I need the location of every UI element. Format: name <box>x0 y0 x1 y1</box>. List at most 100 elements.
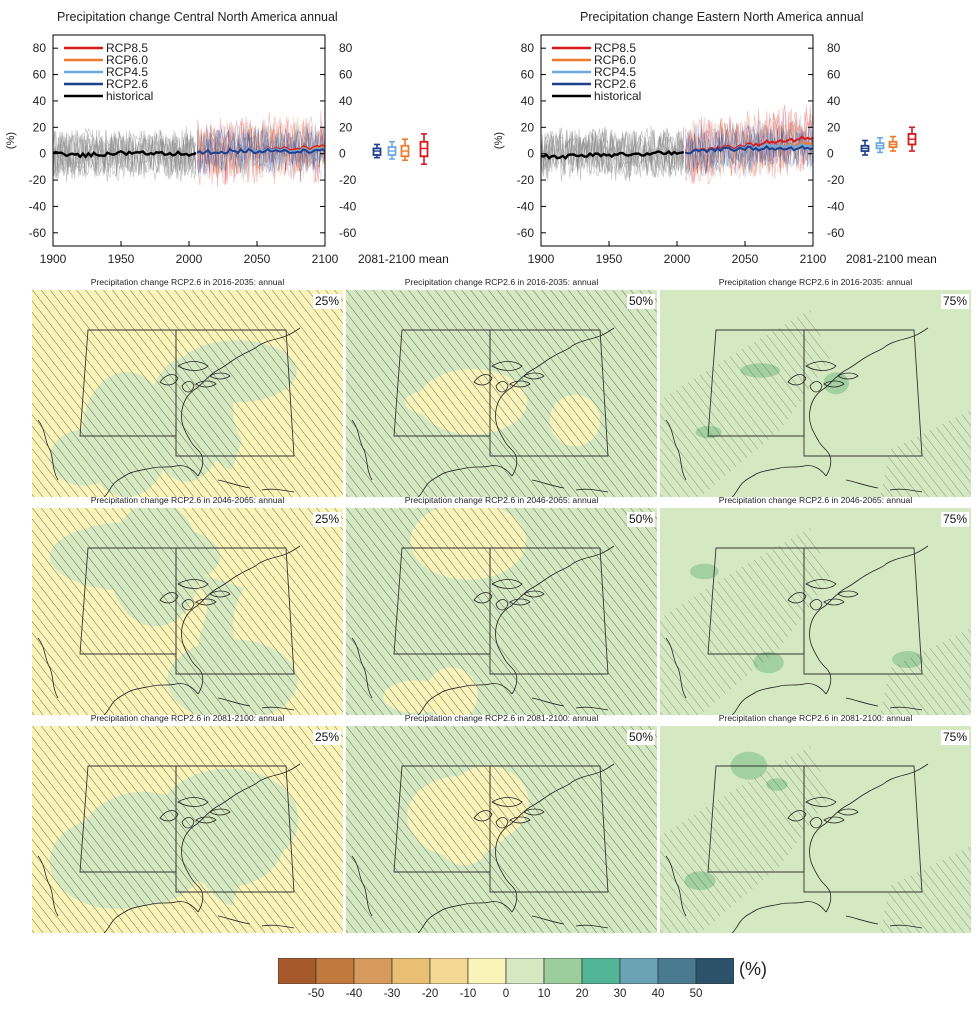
coastline <box>731 763 929 933</box>
legend-label: RCP2.6 <box>594 77 636 91</box>
y-tick-label-left: 0 <box>527 147 534 161</box>
lake-outline <box>509 380 531 388</box>
boxplot-rcp60 <box>400 138 410 162</box>
map-title: Precipitation change RCP2.6 in 2081-2100… <box>404 713 599 723</box>
x-tick-label: 1950 <box>108 252 135 266</box>
map-panel: 50% <box>346 290 657 497</box>
y-tick-label-left: -20 <box>517 173 535 187</box>
y-tick-label-right: 80 <box>339 41 353 55</box>
map-svg <box>660 726 971 933</box>
ts-title-central: Precipitation change Central North Ameri… <box>57 10 338 24</box>
map-svg <box>660 508 971 715</box>
map-svg <box>32 508 343 715</box>
percentile-label: 25% <box>312 294 341 309</box>
legend-label: RCP6.0 <box>594 53 636 67</box>
region-box-eastern <box>489 765 609 893</box>
y-tick-label-right: 80 <box>827 41 841 55</box>
map-hatch <box>346 726 657 933</box>
map-svg <box>346 290 657 497</box>
colorbar-swatch <box>467 958 507 984</box>
map-svg <box>660 290 971 497</box>
lake-outline <box>209 372 231 380</box>
region-box-eastern <box>489 329 609 457</box>
coastline <box>731 545 929 715</box>
colorbar-tick-label: 20 <box>575 988 589 1000</box>
map-patch <box>823 372 849 395</box>
y-tick-label-left: -40 <box>517 199 535 213</box>
y-tick-label-left: 20 <box>521 120 535 134</box>
model-spread-rcp60 <box>196 121 325 183</box>
y-tick-label-left: 60 <box>521 68 535 82</box>
colorbar-tick-label: 50 <box>689 988 703 1000</box>
colorbar-swatch <box>353 958 393 984</box>
colorbar-tick-label: -10 <box>459 988 477 1000</box>
y-tick-label-right: -40 <box>339 199 357 213</box>
lake-outline <box>473 374 493 386</box>
coastline-islands <box>845 915 923 929</box>
y-tick-label-right: 0 <box>827 147 834 161</box>
map-hatch <box>880 628 971 715</box>
lake-outline <box>509 598 531 606</box>
map-title: Precipitation change RCP2.6 in 2016-2035… <box>404 277 599 287</box>
coastline-west <box>665 855 687 917</box>
lake-outline <box>509 816 531 824</box>
historical-model-spread <box>53 126 197 180</box>
map-panel: 75% <box>660 290 971 497</box>
colorbar-tick-label: 10 <box>537 988 551 1000</box>
model-spread-rcp45 <box>196 118 325 179</box>
legend-label: RCP6.0 <box>106 53 148 67</box>
map-panel: 75% <box>660 508 971 715</box>
ts-title-eastern: Precipitation change Eastern North Ameri… <box>580 10 864 24</box>
lake-outline <box>523 590 545 598</box>
map-svg <box>32 726 343 933</box>
coastline-west <box>37 419 59 481</box>
series-line-rcp26 <box>196 147 325 156</box>
model-spread-rcp85 <box>684 104 813 185</box>
lake-outline <box>177 797 209 807</box>
lake-outline <box>809 381 823 393</box>
colorbar-tick-label: 0 <box>502 988 510 1000</box>
y-tick-label-right: 40 <box>339 94 353 108</box>
coastline-islands <box>531 915 609 929</box>
y-tick-label-left: 40 <box>33 94 47 108</box>
map-title: Precipitation change RCP2.6 in 2046-2065… <box>718 495 913 505</box>
coastline-west <box>665 637 687 699</box>
map-title: Precipitation change RCP2.6 in 2016-2035… <box>90 277 285 287</box>
y-tick-label-left: -60 <box>517 226 535 240</box>
colorbar-swatch <box>315 958 355 984</box>
model-spread-rcp26 <box>196 128 325 173</box>
model-spread-rcp60 <box>196 115 325 180</box>
series-line-historical <box>53 149 197 159</box>
coastline-islands <box>217 697 295 711</box>
y-tick-label-left: 20 <box>33 120 47 134</box>
model-spread-rcp45 <box>196 122 325 179</box>
coastline-islands <box>217 479 295 493</box>
x-tick-label: 2100 <box>312 252 339 266</box>
map-hatch <box>346 290 657 497</box>
coastline <box>103 327 301 497</box>
colorbar-tick-label: -50 <box>307 988 325 1000</box>
map-hatch <box>880 410 971 497</box>
lake-outline <box>181 817 195 829</box>
boxplot-rcp26 <box>372 143 382 159</box>
boxplot-rcp60 <box>888 135 898 152</box>
model-spread-rcp85 <box>684 107 813 185</box>
percentile-label: 50% <box>626 512 655 527</box>
x-tick-label: 1900 <box>528 252 555 266</box>
y-tick-label-left: -40 <box>29 199 47 213</box>
lake-outline <box>837 372 859 380</box>
region-box-eastern <box>175 547 295 675</box>
coastline-west <box>37 637 59 699</box>
coastline <box>417 545 615 715</box>
region-box-eastern <box>489 547 609 675</box>
region-box-eastern <box>803 329 923 457</box>
map-panel: 75% <box>660 726 971 933</box>
boxplot-rcp45 <box>387 141 397 160</box>
lake-outline <box>181 599 195 611</box>
map-panel: 25% <box>32 508 343 715</box>
y-tick-label-right: 60 <box>827 68 841 82</box>
lake-outline <box>523 808 545 816</box>
lake-outline <box>491 797 523 807</box>
coastline-islands <box>217 915 295 929</box>
map-panel: 25% <box>32 290 343 497</box>
